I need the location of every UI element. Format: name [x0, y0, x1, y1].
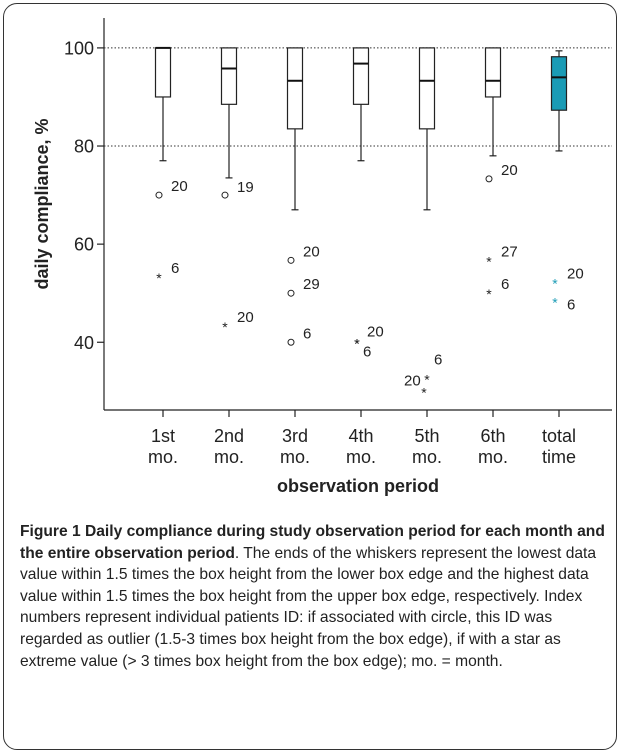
box-3: [286, 47, 304, 130]
x-tick-label: 3rd: [282, 426, 308, 446]
outlier-circle: [485, 175, 493, 183]
outlier-circle: [287, 256, 295, 264]
x-tick-label: 5th: [414, 426, 439, 446]
extreme-star: *: [156, 270, 162, 286]
box-1: [154, 47, 172, 98]
outlier-label: 20: [171, 178, 188, 195]
box-5: [418, 47, 436, 130]
outlier-label: 20: [567, 265, 584, 282]
extreme-star: *: [552, 295, 558, 311]
extreme-star: *: [354, 335, 360, 351]
outlier-label: 20: [303, 243, 320, 260]
figure-frame: [3, 3, 617, 750]
y-tick-label: 40: [74, 333, 94, 353]
y-tick-label: 60: [74, 235, 94, 255]
outlier-label: 29: [303, 276, 320, 293]
extreme-star: *: [424, 371, 430, 387]
box-6: [484, 47, 502, 98]
x-tick-label: time: [542, 447, 576, 467]
outlier-label: 6: [303, 325, 311, 342]
caption-text: . The ends of the whiskers represent the…: [20, 544, 597, 670]
x-tick-label: mo.: [148, 447, 178, 467]
outlier-circle: [287, 338, 295, 346]
box-7: [550, 56, 568, 111]
x-tick-label: 6th: [480, 426, 505, 446]
x-tick-label: mo.: [478, 447, 508, 467]
extreme-star: *: [222, 319, 228, 335]
outlier-circle: [287, 289, 295, 297]
x-tick-label: mo.: [214, 447, 244, 467]
outlier-label: 20: [501, 162, 518, 179]
outlier-label: 6: [567, 297, 575, 314]
outlier-label: 6: [501, 276, 509, 293]
outlier-label: 19: [237, 179, 254, 196]
y-tick-label: 80: [74, 137, 94, 157]
extreme-star: *: [486, 286, 492, 302]
x-tick-label: 1st: [151, 426, 175, 446]
x-tick-label: 2nd: [214, 426, 244, 446]
outlier-circle: [155, 191, 163, 199]
y-tick-label: 100: [64, 38, 94, 58]
box-2: [220, 47, 238, 105]
outlier-label: 20: [404, 372, 421, 389]
x-tick-label: total: [542, 426, 576, 446]
outlier-label: 6: [363, 343, 371, 360]
x-tick-label: mo.: [280, 447, 310, 467]
x-tick-label: mo.: [346, 447, 376, 467]
outlier-circle: [221, 191, 229, 199]
caption-title: Figure 1 Daily compliance during study o…: [20, 523, 605, 562]
extreme-star: *: [552, 275, 558, 291]
y-axis-title: daily compliance, %: [32, 118, 52, 289]
outlier-label: 27: [501, 243, 518, 260]
outlier-label: 20: [367, 323, 384, 340]
x-axis-title: observation period: [277, 476, 439, 496]
outlier-label: 6: [171, 260, 179, 277]
x-tick-label: 4th: [348, 426, 373, 446]
outlier-label: 6: [434, 351, 442, 368]
extreme-star: *: [421, 384, 427, 400]
x-tick-label: mo.: [412, 447, 442, 467]
extreme-star: *: [486, 253, 492, 269]
figure-caption: Figure 1 Daily compliance during study o…: [20, 521, 606, 672]
box-4: [352, 47, 370, 105]
extreme-star: *: [354, 335, 360, 351]
outlier-label: 20: [237, 309, 254, 326]
